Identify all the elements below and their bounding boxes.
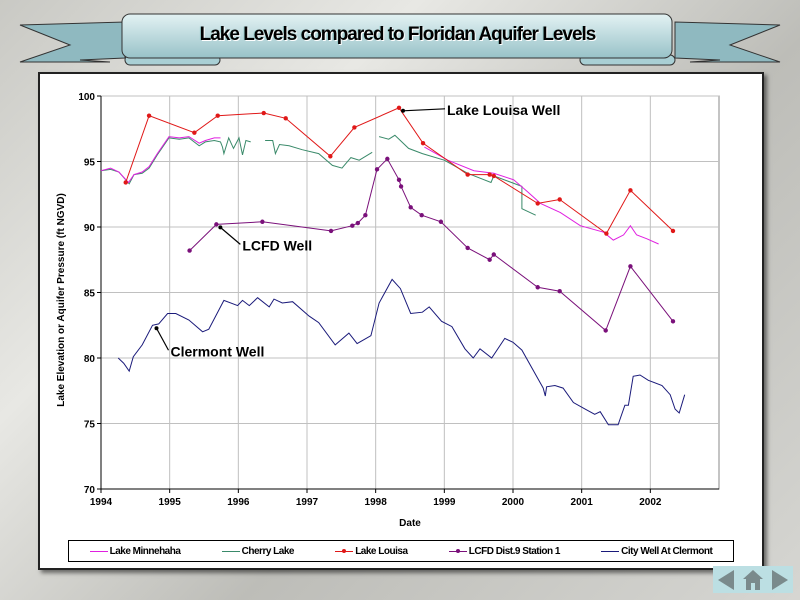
data-point-louisa xyxy=(420,140,426,146)
annotation-label: Lake Louisa Well xyxy=(447,102,560,118)
data-point-louisa xyxy=(192,130,197,135)
y-axis-label: Lake Elevation or Aquifer Pressure (ft N… xyxy=(56,193,67,407)
chart-panel: 70 75 80 85 90 95 100 1994 1995 1996 1997 1998 1999 2… xyxy=(38,72,764,570)
y-tick-label: 100 xyxy=(78,92,95,103)
x-tick-label: 1999 xyxy=(433,497,456,508)
legend-label: City Well At Clermont xyxy=(621,545,713,557)
legend-swatch xyxy=(221,550,240,552)
y-tick-label: 95 xyxy=(84,158,96,169)
data-point-lcfd xyxy=(603,328,608,333)
x-tick-label: 2000 xyxy=(502,497,525,508)
legend-label: Cherry Lake xyxy=(241,545,295,557)
series-line-louisa xyxy=(125,107,674,235)
data-point-louisa xyxy=(487,172,492,177)
data-point-lcfd xyxy=(350,223,355,228)
series-line-clermont xyxy=(117,278,686,426)
data-point-louisa xyxy=(465,172,470,177)
annotation-arrow xyxy=(219,226,241,245)
legend-swatch xyxy=(335,548,354,553)
data-point-lcfd xyxy=(260,219,265,224)
data-point-louisa xyxy=(261,110,266,116)
data-point-louisa xyxy=(215,113,220,118)
line-chart: 70 75 80 85 90 95 100 1994 1995 1996 1997 1998 1999 2… xyxy=(56,92,720,529)
y-tick-label: 70 xyxy=(84,485,96,496)
data-point-louisa xyxy=(328,154,333,159)
previous-slide-icon[interactable] xyxy=(716,569,736,591)
slide-title: Lake Levels compared to Floridan Aquifer… xyxy=(199,24,597,45)
legend-item-clermont: City Well At Clermont xyxy=(601,545,713,557)
series-line-cherry xyxy=(100,134,536,216)
slide-navigation xyxy=(713,566,793,593)
data-point-lcfd xyxy=(187,248,192,253)
annotation-label: LCFD Well xyxy=(242,237,312,253)
x-tick-label: 2001 xyxy=(571,497,594,508)
legend-swatch xyxy=(601,550,620,552)
legend-item-lcfd: LCFD Dist.9 Station 1 xyxy=(448,545,561,557)
data-point-lcfd xyxy=(487,257,492,262)
data-point-lcfd xyxy=(670,319,676,324)
data-point-louisa xyxy=(491,173,496,179)
y-tick-label: 90 xyxy=(84,223,96,234)
home-icon[interactable] xyxy=(742,569,764,591)
data-point-lcfd xyxy=(385,156,390,162)
data-point-louisa xyxy=(283,116,288,121)
data-point-lcfd xyxy=(374,167,380,172)
x-tick-label: 1996 xyxy=(227,497,250,508)
data-point-louisa xyxy=(670,228,676,234)
legend-label: Lake Minnehaha xyxy=(109,545,181,557)
data-point-louisa xyxy=(352,125,357,130)
data-point-louisa xyxy=(628,188,633,193)
legend-swatch xyxy=(89,550,108,552)
legend-item-minnehaha: Lake Minnehaha xyxy=(89,545,181,557)
data-point-lcfd xyxy=(438,219,444,224)
annotation-arrow xyxy=(402,108,446,112)
y-tick-label: 75 xyxy=(84,420,96,431)
data-point-louisa xyxy=(123,180,128,185)
data-point-lcfd xyxy=(355,220,361,226)
annotation-arrow xyxy=(155,327,170,351)
data-point-louisa xyxy=(146,113,152,118)
data-point-louisa xyxy=(557,197,562,202)
data-point-lcfd xyxy=(398,184,404,189)
x-tick-label: 1998 xyxy=(365,497,388,508)
legend-item-cherry: Cherry Lake xyxy=(221,545,295,557)
data-point-louisa xyxy=(396,105,402,110)
x-tick-label: 2002 xyxy=(639,497,662,508)
series-line-lcfd xyxy=(189,158,674,332)
x-tick-label: 1997 xyxy=(296,497,319,508)
y-tick-label: 80 xyxy=(84,354,96,365)
data-point-lcfd xyxy=(214,222,219,227)
legend-item-louisa: Lake Louisa xyxy=(335,545,408,557)
arrow-head-icon xyxy=(154,326,159,331)
legend-label: Lake Louisa xyxy=(355,545,408,557)
annotation-label: Clermont Well xyxy=(171,343,265,359)
data-point-lcfd xyxy=(419,213,424,218)
data-point-lcfd xyxy=(396,177,402,183)
data-point-lcfd xyxy=(363,213,368,218)
data-point-lcfd xyxy=(491,252,496,257)
data-point-lcfd xyxy=(408,205,413,210)
title-banner xyxy=(19,13,781,66)
data-point-lcfd xyxy=(557,288,562,294)
series-line-minnehaha xyxy=(100,136,659,245)
arrow-head-icon xyxy=(401,108,406,113)
arrow-head-icon xyxy=(218,225,223,230)
x-tick-label: 1995 xyxy=(159,497,182,508)
data-point-louisa xyxy=(535,201,540,206)
data-point-lcfd xyxy=(465,245,470,251)
data-point-louisa xyxy=(604,231,609,236)
legend: Lake Minnehaha Cherry Lake Lake Louisa LCFD… xyxy=(68,540,734,562)
next-slide-icon[interactable] xyxy=(770,569,790,591)
data-point-lcfd xyxy=(535,285,540,290)
legend-swatch xyxy=(448,548,467,553)
y-tick-label: 85 xyxy=(84,289,96,300)
x-axis-label: Date xyxy=(399,518,421,529)
data-point-lcfd xyxy=(628,264,633,269)
data-point-lcfd xyxy=(328,228,334,234)
legend-label: LCFD Dist.9 Station 1 xyxy=(468,545,561,557)
x-tick-label: 1994 xyxy=(90,497,113,508)
